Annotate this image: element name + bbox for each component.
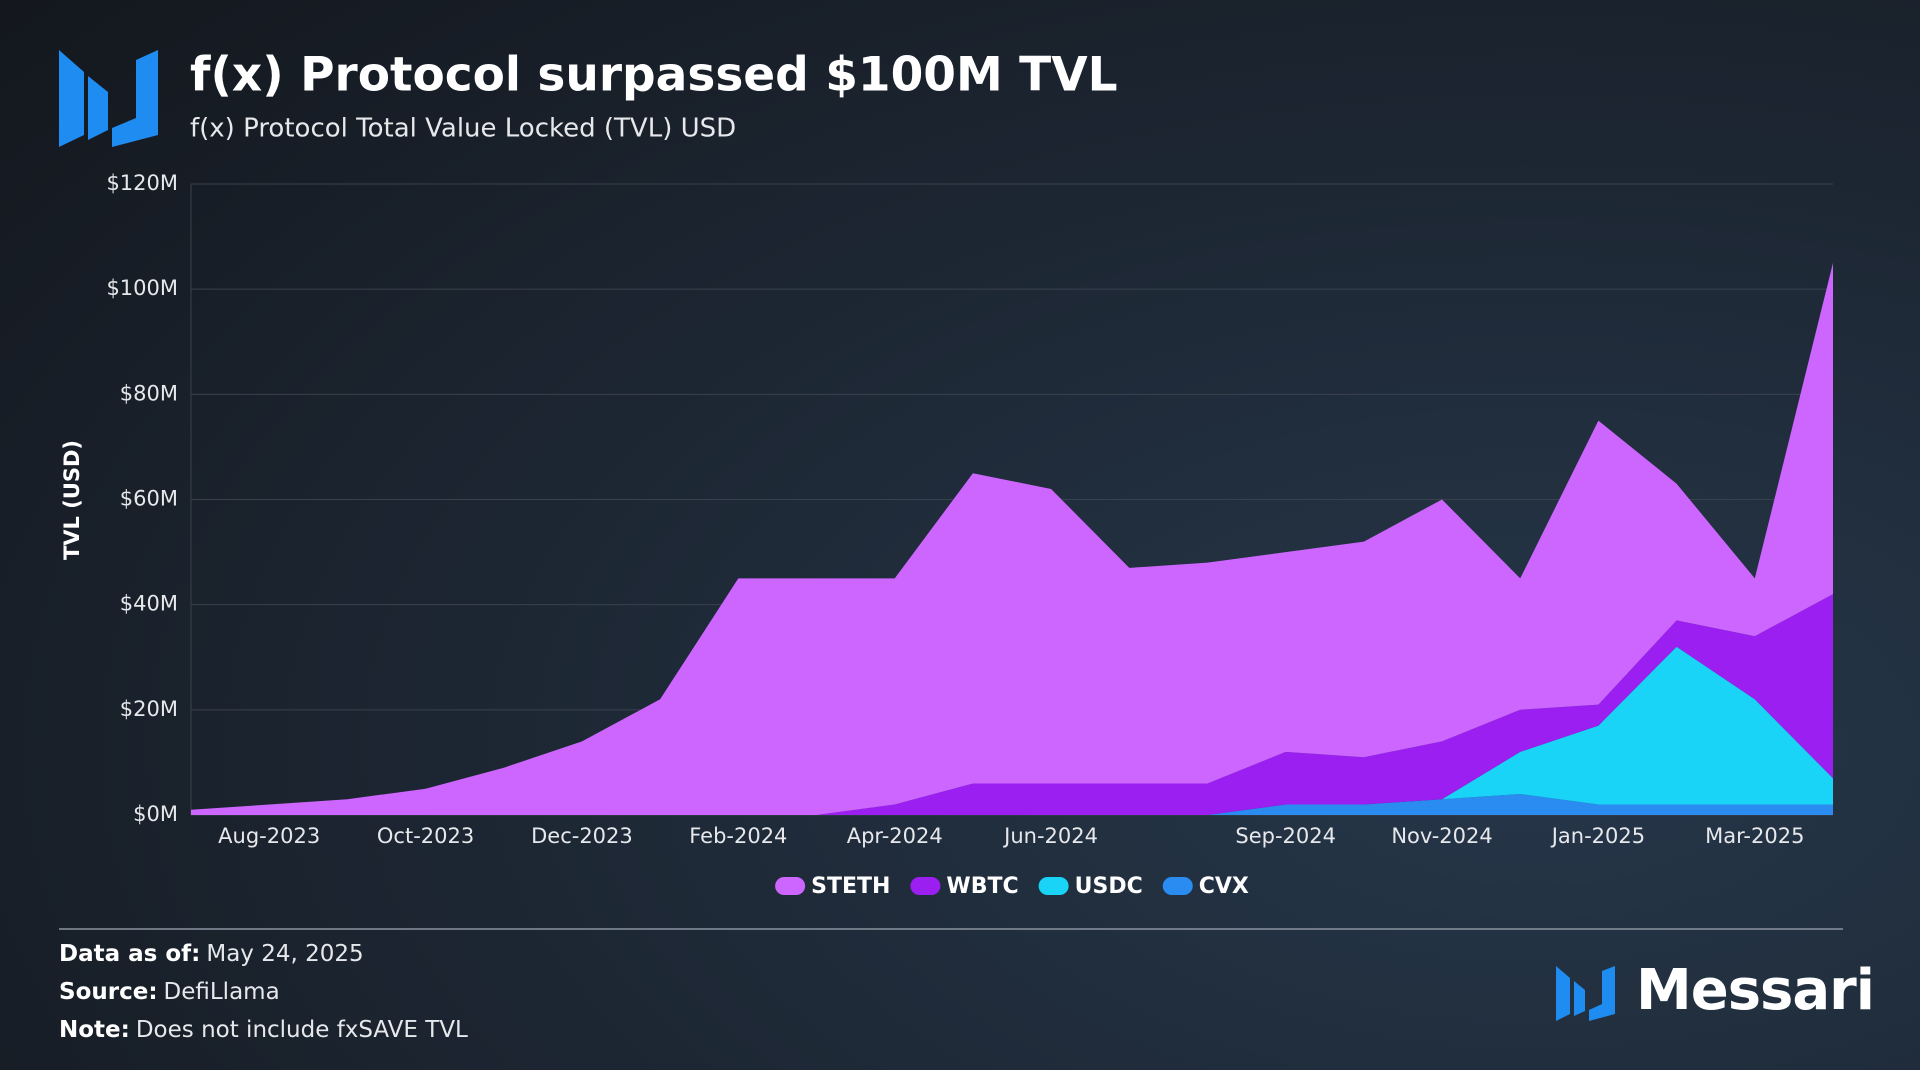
x-tick-label: Apr-2024: [847, 824, 943, 848]
legend-label: CVX: [1199, 874, 1249, 899]
area: [191, 594, 1833, 815]
chart-title: f(x) Protocol surpassed $100M TVL: [190, 48, 1118, 103]
legend-swatch: [1162, 877, 1193, 895]
footer-label: Source:: [59, 979, 158, 1005]
y-tick-label: $60M: [120, 487, 178, 511]
x-tick-label: Jun-2024: [1002, 824, 1098, 848]
area: [191, 794, 1833, 815]
y-tick-label: $80M: [120, 381, 178, 405]
footer-label: Data as of:: [59, 941, 200, 967]
area: [191, 646, 1833, 815]
legend: STETH WBTC USDC CVX: [775, 874, 1249, 899]
y-tick-label: $120M: [106, 171, 178, 195]
brand-logo: [1556, 966, 1615, 1021]
y-tick-label: $40M: [120, 592, 178, 616]
legend-item: CVX: [1162, 874, 1249, 899]
logo: [59, 50, 158, 147]
legend-item: WBTC: [910, 874, 1019, 899]
x-tick-label: Sep-2024: [1235, 824, 1336, 848]
footer-label: Note:: [59, 1017, 130, 1043]
x-tick-label: Feb-2024: [689, 824, 787, 848]
y-tick-label: $20M: [120, 697, 178, 721]
footer-line: Source: DefiLlama: [59, 979, 280, 1005]
legend-item: STETH: [775, 874, 890, 899]
legend-label: USDC: [1075, 874, 1143, 899]
footer-line: Note: Does not include fxSAVE TVL: [59, 1017, 468, 1043]
y-tick-label: $100M: [106, 276, 178, 300]
y-axis-title: TVL (USD): [60, 440, 84, 560]
footer: Data as of: May 24, 2025 Source: DefiLlama N…: [59, 941, 468, 1043]
chart-subtitle: f(x) Protocol Total Value Locked (TVL) U…: [190, 114, 736, 144]
legend-label: STETH: [811, 874, 890, 899]
legend-item: USDC: [1038, 874, 1143, 899]
brand-name: Messari: [1636, 958, 1874, 1023]
area: [191, 262, 1833, 815]
x-tick-label: Nov-2024: [1391, 824, 1492, 848]
legend-swatch: [775, 877, 806, 895]
legend-label: WBTC: [946, 874, 1018, 899]
footer-line: Data as of: May 24, 2025: [59, 941, 364, 967]
x-tick-label: Dec-2023: [531, 824, 633, 848]
x-tick-label: Aug-2023: [218, 824, 320, 848]
x-tick-label: Oct-2023: [377, 824, 474, 848]
legend-swatch: [910, 877, 941, 895]
footer-text: DefiLlama: [164, 979, 280, 1005]
y-tick-label: $0M: [133, 802, 178, 826]
footer-text: May 24, 2025: [206, 941, 363, 967]
footer-text: Does not include fxSAVE TVL: [136, 1017, 468, 1043]
legend-swatch: [1038, 877, 1069, 895]
x-tick-label: Jan-2025: [1550, 824, 1645, 848]
x-tick-label: Mar-2025: [1705, 824, 1804, 848]
